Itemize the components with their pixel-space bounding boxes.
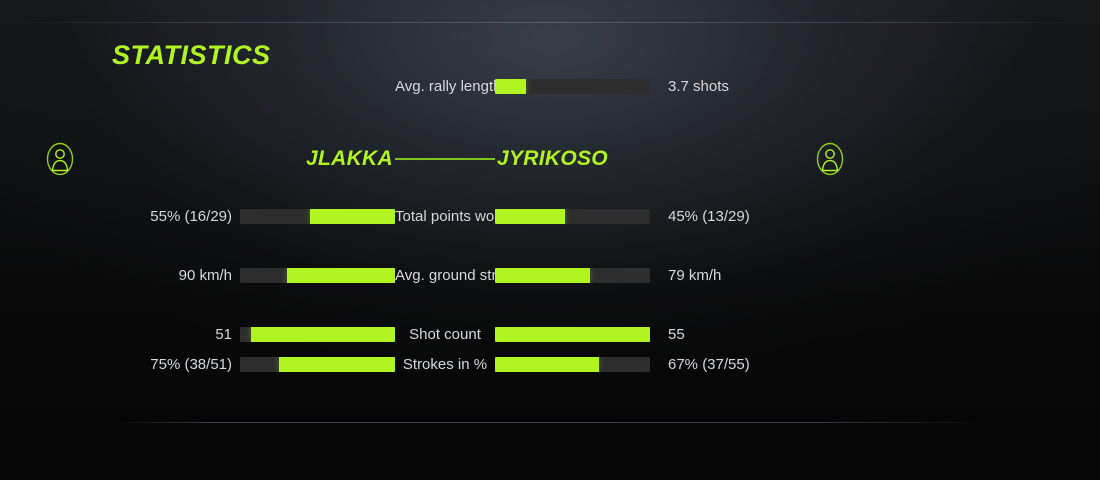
rally-length-bar-track bbox=[495, 79, 650, 94]
page-title: STATISTICS bbox=[112, 40, 271, 70]
stat-right-bar-fill bbox=[495, 268, 590, 283]
stat-right-value: 67% (37/55) bbox=[668, 356, 750, 373]
stat-label: Shot count bbox=[409, 326, 481, 343]
stat-right-bar-track bbox=[495, 268, 650, 283]
stat-left-bar bbox=[240, 327, 395, 342]
stat-left-bar-fill bbox=[286, 268, 395, 283]
rally-length-label: Avg. rally length bbox=[395, 78, 502, 95]
avatar-right[interactable] bbox=[770, 142, 890, 176]
stat-row-shot-count: 51 Shot count 55 bbox=[0, 326, 1100, 343]
stat-left-bar-fill bbox=[250, 327, 395, 342]
stat-label: Total points won% bbox=[395, 208, 516, 225]
stat-right-bar bbox=[495, 209, 650, 224]
players-header-row: JLAKKA JYRIKOSO bbox=[0, 142, 1100, 176]
stat-left-value: 90 km/h bbox=[178, 267, 232, 284]
avatar-left[interactable] bbox=[0, 142, 120, 176]
players-separator-line bbox=[395, 158, 495, 160]
stat-left-bar-track bbox=[240, 327, 395, 342]
stat-left-value: 51 bbox=[215, 326, 232, 343]
stat-left-value: 55% (16/29) bbox=[150, 208, 232, 225]
rally-length-bar bbox=[495, 79, 650, 94]
stat-right-value: 45% (13/29) bbox=[668, 208, 750, 225]
stat-left-bar bbox=[240, 357, 395, 372]
stat-right-bar bbox=[495, 327, 650, 342]
stat-label: Avg. ground stroke speed bbox=[395, 267, 566, 284]
stat-right-value: 55 bbox=[668, 326, 685, 343]
stat-left-bar-track bbox=[240, 209, 395, 224]
stat-right-bar bbox=[495, 357, 650, 372]
players-separator bbox=[395, 158, 495, 160]
person-avatar-icon bbox=[816, 142, 844, 176]
stat-left-bar-track bbox=[240, 357, 395, 372]
stat-left-bar-track bbox=[240, 268, 395, 283]
person-avatar-icon bbox=[46, 142, 74, 176]
top-divider bbox=[0, 22, 1100, 23]
stat-label: Strokes in % bbox=[402, 356, 488, 373]
stat-left-bar bbox=[240, 268, 395, 283]
stat-right-bar-track bbox=[495, 209, 650, 224]
stat-row-strokes-percent: 75% (38/51) Strokes in % 67% (37/55) bbox=[0, 356, 1100, 373]
stat-left-bar-fill bbox=[309, 209, 395, 224]
stat-right-bar bbox=[495, 268, 650, 283]
rally-length-bar-fill bbox=[495, 79, 526, 94]
stat-row-rally-length: Avg. rally length 3.7 shots bbox=[0, 78, 1100, 95]
stat-left-bar bbox=[240, 209, 395, 224]
stat-right-value: 79 km/h bbox=[668, 267, 722, 284]
rally-length-value: 3.7 shots bbox=[668, 78, 729, 95]
stat-right-bar-fill bbox=[495, 327, 650, 342]
stat-left-value: 75% (38/51) bbox=[150, 356, 232, 373]
stat-right-bar-track bbox=[495, 327, 650, 342]
stat-right-bar-fill bbox=[495, 209, 565, 224]
stat-row-total-points-won: 55% (16/29) Total points won% 45% (13/29… bbox=[0, 208, 1100, 225]
stat-left-bar-fill bbox=[278, 357, 395, 372]
bottom-divider bbox=[112, 422, 988, 423]
stat-row-ground-stroke-speed: 90 km/h Avg. ground stroke speed 79 km/h bbox=[0, 267, 1100, 284]
stat-right-bar-track bbox=[495, 357, 650, 372]
stat-right-bar-fill bbox=[495, 357, 599, 372]
player-left-name: JLAKKA bbox=[306, 147, 393, 170]
player-right-name: JYRIKOSO bbox=[497, 147, 608, 170]
